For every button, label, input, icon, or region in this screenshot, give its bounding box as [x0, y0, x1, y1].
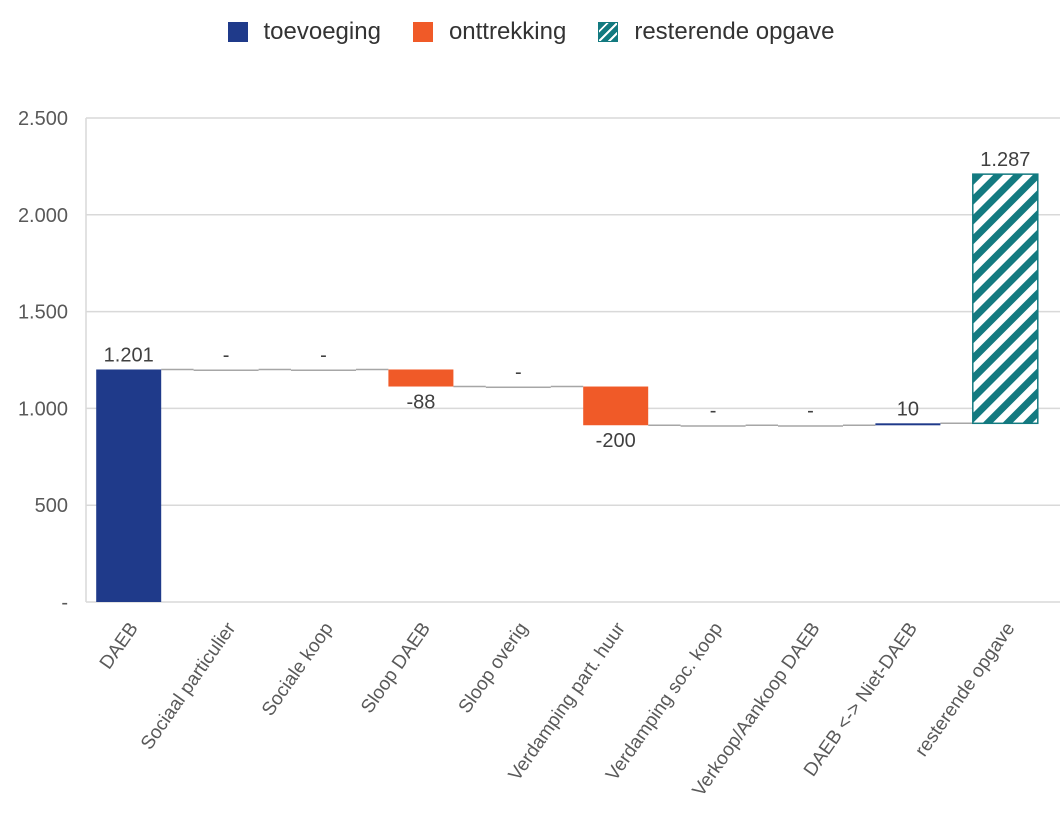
bars: [96, 173, 1039, 602]
legend-swatch-toevoeging: [227, 22, 248, 42]
x-tick-label-sloop-daeb: Sloop DAEB: [357, 619, 435, 718]
legend-label-onttrekking: onttrekking: [448, 18, 567, 45]
y-tick-label: 500: [35, 495, 68, 517]
bar-verkoop-aankoop-daeb: [778, 425, 843, 427]
y-tick-label: 1.000: [18, 398, 68, 420]
data-label-sloop-overig: -: [515, 362, 522, 384]
x-tick-label-resterende-opgave: resterende opgave: [911, 619, 1019, 761]
y-tick-label: 2.000: [18, 205, 68, 227]
data-label-sloop-daeb: -88: [406, 392, 435, 414]
x-tick-label-sloop-overig: Sloop overig: [455, 619, 533, 718]
data-label-sociaal-particulier: -: [223, 344, 230, 366]
bar-verdamping-part-huur: [583, 386, 649, 426]
legend-swatch-onttrekking: [412, 22, 433, 42]
data-label-daeb: 1.201: [104, 344, 154, 366]
data-labels: 1.201 - - -88 - -200 - - 10 1.287: [104, 149, 1031, 452]
data-label-sociale-koop: -: [320, 344, 327, 366]
gridlines: [85, 117, 1060, 603]
bar-sloop-overig: [485, 386, 551, 389]
x-tick-label-sociaal-particulier: Sociaal particulier: [137, 618, 241, 753]
bar-daeb-niet-daeb: [875, 423, 941, 426]
legend-label-toevoeging: toevoeging: [263, 18, 381, 45]
legend-swatch-resterende-opgave: [598, 22, 619, 42]
bar-sloop-daeb: [388, 369, 454, 387]
connectors: [161, 368, 973, 426]
bar-verdamping-soc-koop: [680, 425, 746, 427]
legend-item-onttrekking: onttrekking: [412, 18, 567, 46]
y-tick-label: 2.500: [18, 108, 68, 130]
legend-label-resterende-opgave: resterende opgave: [634, 18, 835, 45]
bar-sociaal-particulier: [193, 369, 259, 371]
data-label-verdamping-part-huur: -200: [596, 430, 636, 452]
data-label-verkoop-aankoop-daeb: -: [807, 400, 814, 422]
legend: toevoeging onttrekking resterende opgave: [0, 18, 1062, 46]
y-tick-label: -: [61, 592, 68, 614]
data-label-resterende-opgave: 1.287: [980, 149, 1030, 171]
legend-item-resterende-opgave: resterende opgave: [598, 18, 835, 46]
bar-sociale-koop: [291, 369, 356, 371]
bar-resterende-opgave: [972, 173, 1039, 425]
data-label-verdamping-soc-koop: -: [710, 400, 717, 422]
y-tick-label: 1.500: [18, 302, 68, 324]
x-tick-label-daeb: DAEB: [96, 619, 143, 673]
y-axis-ticks: - 500 1.000 1.500 2.000 2.500: [18, 108, 68, 614]
x-tick-label-sociale-koop: Sociale koop: [258, 619, 338, 720]
x-tick-label-daeb-niet-daeb: DAEB <-> Niet-DAEB: [800, 619, 922, 781]
legend-item-toevoeging: toevoeging: [227, 18, 381, 46]
bar-daeb: [96, 369, 162, 602]
data-label-daeb-niet-daeb: 10: [897, 398, 919, 420]
